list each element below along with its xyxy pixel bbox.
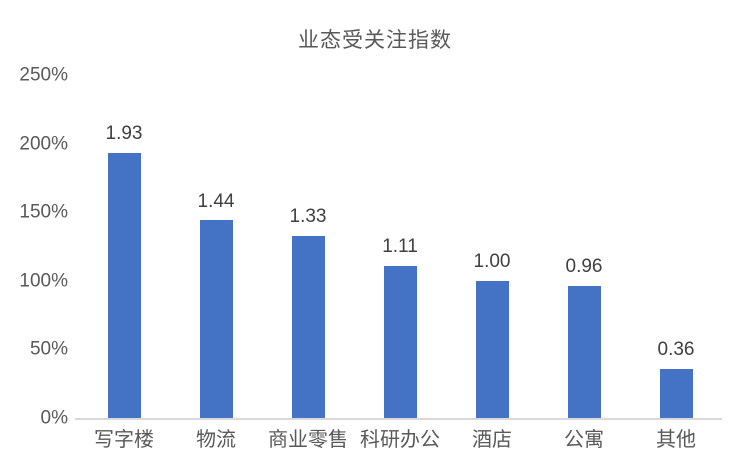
bar-column: 0.96 <box>538 75 630 418</box>
y-axis-tick-label: 50% <box>29 338 68 360</box>
y-axis-tick-label: 150% <box>19 201 68 223</box>
bar-value-label: 1.44 <box>197 190 235 212</box>
category-label: 公寓 <box>564 429 604 451</box>
bar-value-label: 1.93 <box>105 123 143 145</box>
y-axis-tick-label: 200% <box>19 133 68 155</box>
y-axis: 0% 50% 100% 150% 200% 250% <box>6 66 68 428</box>
bars-container: 1.93 1.44 1.33 1.11 1.00 0.96 0.36 <box>78 75 722 418</box>
bar-column: 1.44 <box>170 75 262 418</box>
bar <box>383 265 417 418</box>
bar <box>567 286 601 418</box>
category-label: 物流 <box>196 429 236 451</box>
bar <box>107 153 141 418</box>
bar-value-label: 0.36 <box>657 338 695 360</box>
bar-value-label: 1.00 <box>473 250 511 272</box>
plot-area: 0% 50% 100% 150% 200% 250% 1.93 1.44 1.33 1.11 1.… <box>19 66 722 451</box>
bar <box>659 368 693 418</box>
bar <box>291 235 325 418</box>
category-label: 其他 <box>656 429 696 451</box>
x-axis-labels: 写字楼 物流 商业零售 科研办公 酒店 公寓 其他 <box>78 429 722 451</box>
category-label: 写字楼 <box>94 429 154 451</box>
bar-column: 1.93 <box>78 75 170 418</box>
bar-value-label: 0.96 <box>565 256 603 278</box>
bar <box>199 220 233 418</box>
bar-value-label: 1.33 <box>289 205 327 227</box>
category-label: 酒店 <box>472 429 512 451</box>
bar <box>475 280 509 418</box>
chart-title: 业态受关注指数 <box>298 29 452 52</box>
bar-column: 0.36 <box>630 75 722 418</box>
y-axis-tick-label: 250% <box>19 64 68 86</box>
bar-column: 1.00 <box>446 75 538 418</box>
x-axis-line <box>75 418 722 420</box>
bar-column: 1.11 <box>354 75 446 418</box>
category-label: 商业零售 <box>268 429 348 451</box>
bar-column: 1.33 <box>262 75 354 418</box>
y-axis-tick-label: 100% <box>19 270 68 292</box>
y-axis-tick-label: 0% <box>40 407 68 429</box>
bar-value-label: 1.11 <box>382 235 418 257</box>
category-label: 科研办公 <box>360 429 440 451</box>
